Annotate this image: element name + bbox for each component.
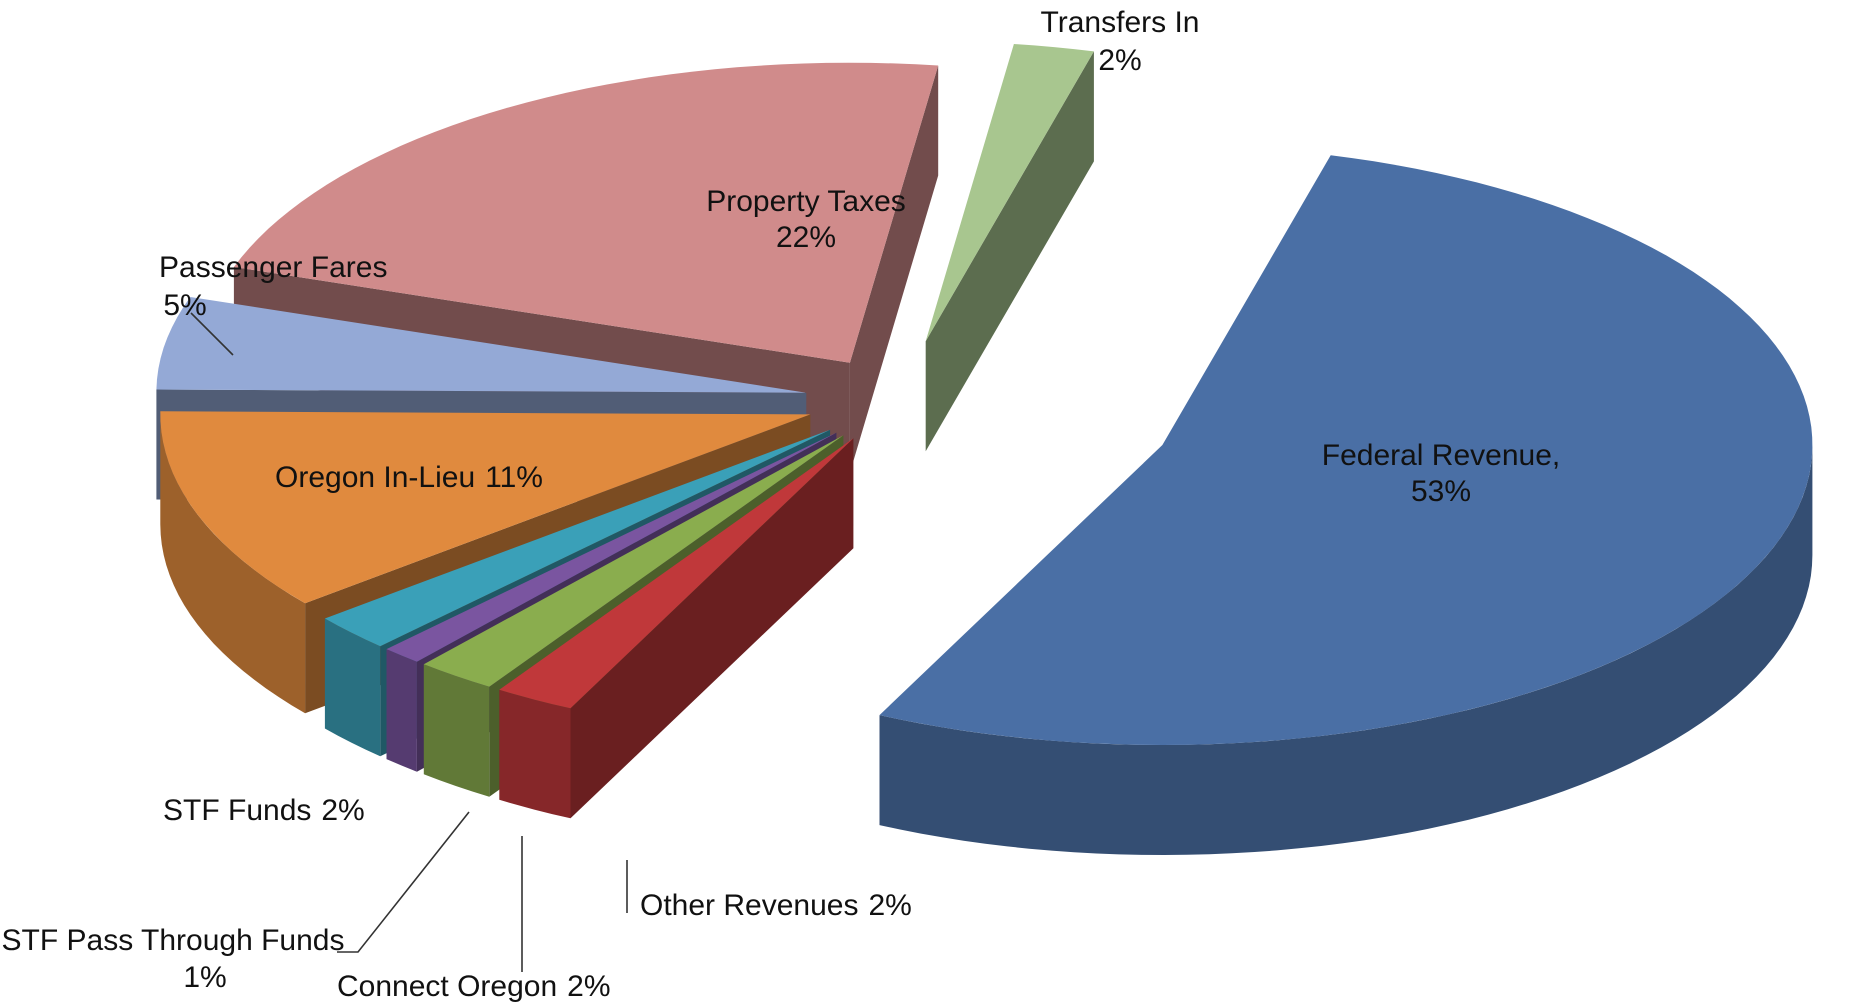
value-label: 2% [321,794,364,827]
slice [160,411,811,604]
slice [233,62,939,363]
value-label: 5% [163,289,206,322]
slice [499,438,854,709]
slice-side [386,649,417,772]
slice [156,297,807,393]
category-label: STF Pass Through Funds [2,924,345,957]
slice [879,155,1813,746]
slice-side [570,438,854,819]
category-label: Federal Revenue, [1322,439,1560,472]
slice [423,435,844,687]
labels: Federal Revenue,53%Other Revenues 2%Conne… [2,6,1561,1003]
slice-label: Other Revenues 2% [640,889,912,922]
category-label: Other Revenues [640,889,858,922]
value-label: 2% [868,889,911,922]
value-label: 2% [567,970,610,1003]
slice-side [925,51,1094,452]
category-label: Passenger Fares [159,251,387,284]
category-label: Transfers In [1041,6,1200,39]
value-label: 2% [1098,44,1141,77]
slice-side [324,618,381,757]
category-label: STF Funds [163,794,311,827]
slice-side [423,664,490,797]
value-label: 11% [485,461,543,494]
value-label: 53% [1411,475,1471,508]
category-label: Property Taxes [706,185,906,218]
leader-line [337,811,470,953]
value-label: 1% [183,961,226,994]
slice-side [879,445,1813,855]
slice-label: STF Funds 2% [163,794,365,827]
leader-line [190,312,234,356]
slice [324,429,831,647]
category-label: Connect Oregon [337,970,557,1003]
slice-label: Connect Oregon 2% [337,970,611,1003]
slice-side [849,65,939,473]
slice-side [160,414,306,714]
slice-label: Oregon In-Lieu 11% [275,461,543,494]
slice [925,44,1094,342]
value-label: 22% [776,221,836,254]
slices [156,44,1813,855]
slice [386,432,837,662]
category-label: Oregon In-Lieu [275,461,475,494]
slice-side [499,689,571,819]
